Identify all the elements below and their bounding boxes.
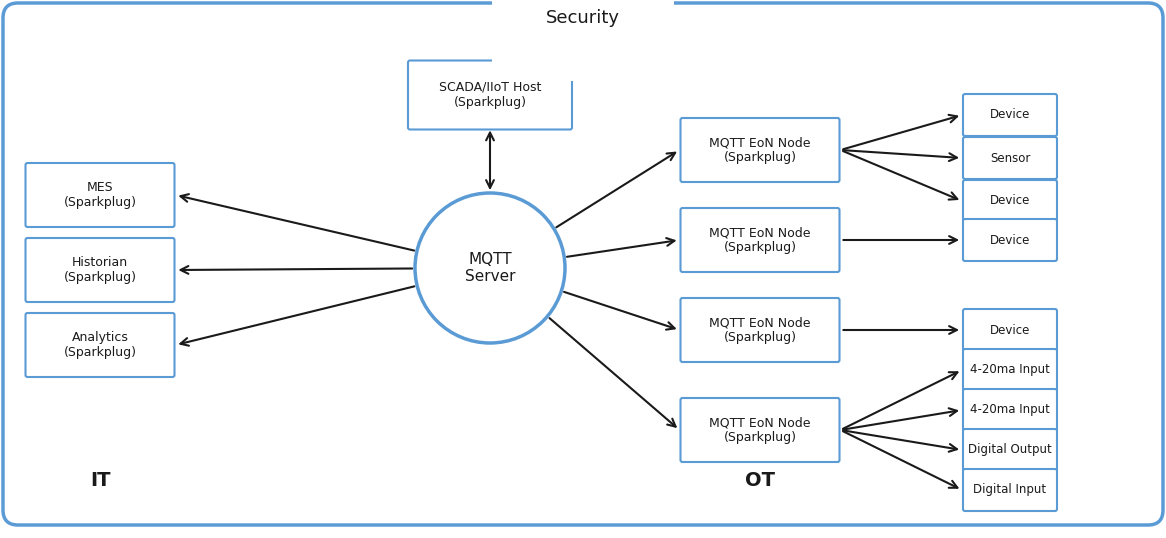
FancyBboxPatch shape <box>963 219 1058 261</box>
Text: SCADA/IIoT Host
(Sparkplug): SCADA/IIoT Host (Sparkplug) <box>438 81 541 109</box>
FancyBboxPatch shape <box>681 298 840 362</box>
Text: Device: Device <box>990 233 1031 246</box>
FancyBboxPatch shape <box>681 118 840 182</box>
Text: 4-20ma Input: 4-20ma Input <box>970 364 1049 377</box>
Text: MQTT EoN Node
(Sparkplug): MQTT EoN Node (Sparkplug) <box>709 226 810 254</box>
FancyBboxPatch shape <box>963 309 1058 351</box>
FancyBboxPatch shape <box>963 137 1058 179</box>
FancyBboxPatch shape <box>3 3 1163 525</box>
FancyBboxPatch shape <box>26 163 175 227</box>
Text: Sensor: Sensor <box>990 152 1031 165</box>
Text: MQTT EoN Node
(Sparkplug): MQTT EoN Node (Sparkplug) <box>709 136 810 164</box>
FancyBboxPatch shape <box>681 398 840 462</box>
Text: Device: Device <box>990 323 1031 336</box>
Text: MQTT
Server: MQTT Server <box>465 252 515 284</box>
Text: 4-20ma Input: 4-20ma Input <box>970 404 1049 416</box>
FancyBboxPatch shape <box>963 429 1058 471</box>
FancyBboxPatch shape <box>963 349 1058 391</box>
Text: Analytics
(Sparkplug): Analytics (Sparkplug) <box>63 331 136 359</box>
Text: Security: Security <box>546 9 620 27</box>
Text: Historian
(Sparkplug): Historian (Sparkplug) <box>63 256 136 284</box>
Text: MES
(Sparkplug): MES (Sparkplug) <box>63 181 136 209</box>
FancyBboxPatch shape <box>963 389 1058 431</box>
Ellipse shape <box>415 193 566 343</box>
FancyBboxPatch shape <box>26 238 175 302</box>
Text: MQTT EoN Node
(Sparkplug): MQTT EoN Node (Sparkplug) <box>709 316 810 344</box>
FancyBboxPatch shape <box>681 208 840 272</box>
Text: Digital Output: Digital Output <box>968 443 1052 457</box>
Text: OT: OT <box>745 471 775 490</box>
FancyBboxPatch shape <box>408 60 573 130</box>
Text: IT: IT <box>90 471 111 490</box>
FancyBboxPatch shape <box>963 180 1058 222</box>
Text: Digital Input: Digital Input <box>974 484 1047 497</box>
FancyBboxPatch shape <box>963 469 1058 511</box>
Text: MQTT EoN Node
(Sparkplug): MQTT EoN Node (Sparkplug) <box>709 416 810 444</box>
FancyBboxPatch shape <box>26 313 175 377</box>
FancyBboxPatch shape <box>963 94 1058 136</box>
Text: Device: Device <box>990 195 1031 208</box>
Text: Device: Device <box>990 109 1031 122</box>
